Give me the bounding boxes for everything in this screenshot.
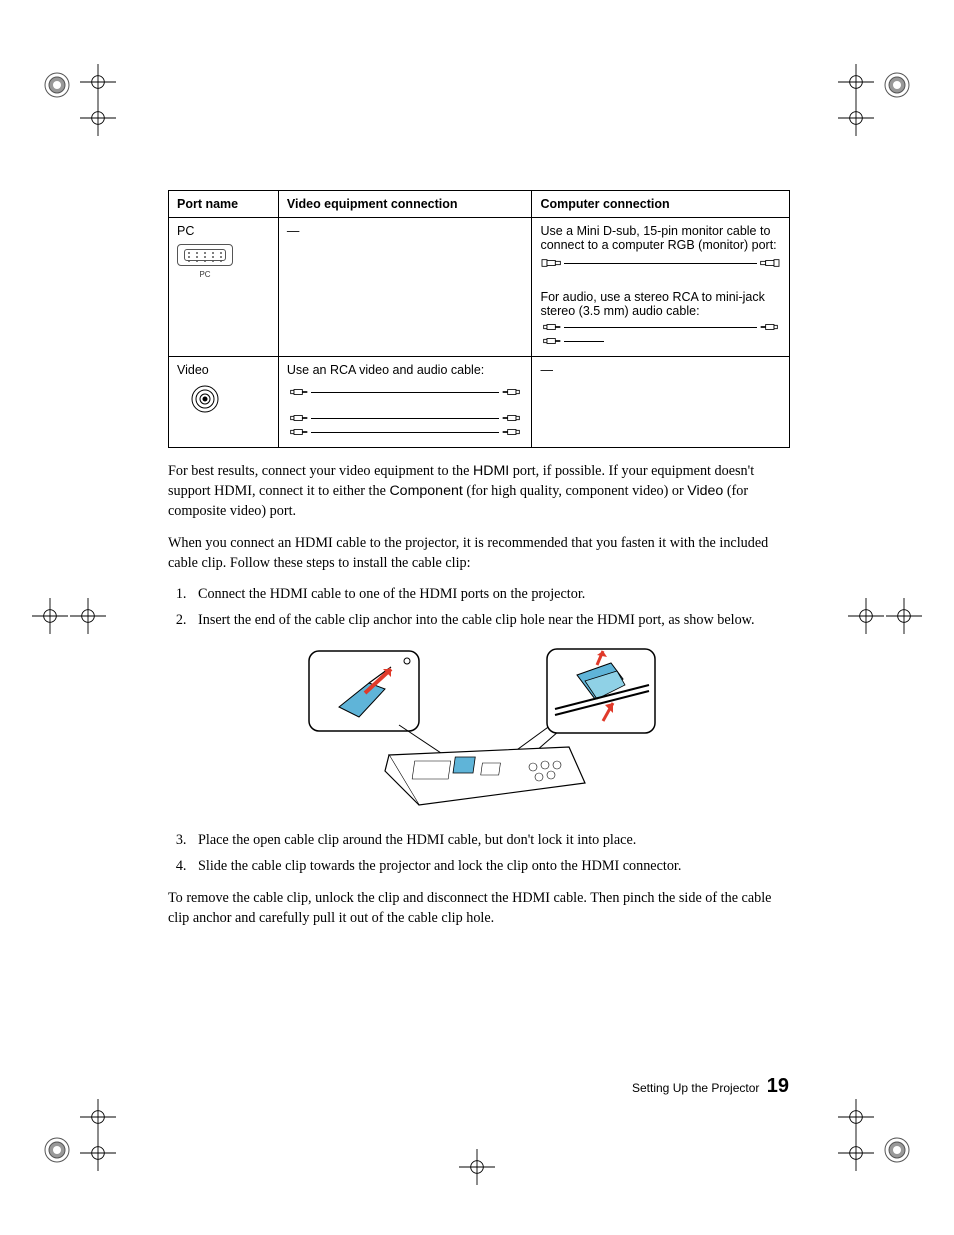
crop-cross-icon — [838, 1135, 874, 1171]
rca-cable-icon — [287, 387, 524, 397]
th-computer: Computer connection — [532, 191, 790, 218]
rca-jack-icon — [191, 385, 219, 413]
th-port: Port name — [169, 191, 279, 218]
vga-cable-icon — [540, 258, 781, 268]
cell-video-pc: — — [278, 218, 532, 357]
steps-list-2: Place the open cable clip around the HDM… — [168, 831, 790, 877]
cell-video-rca: Use an RCA video and audio cable: — [278, 357, 532, 448]
rca-cable-icon — [287, 413, 524, 423]
crop-cross-icon — [838, 1099, 874, 1135]
crop-cross-icon — [80, 100, 116, 136]
footer-section: Setting Up the Projector — [632, 1081, 759, 1095]
crop-cross-icon — [70, 598, 106, 634]
crop-cross-icon — [80, 64, 116, 100]
page-footer: Setting Up the Projector 19 — [632, 1075, 789, 1098]
port-label: PC — [177, 224, 194, 238]
cell-computer-pc: Use a Mini D-sub, 15-pin monitor cable t… — [532, 218, 790, 357]
crop-target-icon — [42, 1135, 72, 1165]
ports-table: Port name Video equipment connection Com… — [168, 190, 790, 448]
paragraph-3: To remove the cable clip, unlock the cli… — [168, 889, 790, 929]
cell-port-pc: PC — [169, 218, 279, 357]
step-4: Slide the cable clip towards the project… — [190, 857, 790, 877]
steps-list: Connect the HDMI cable to one of the HDM… — [168, 585, 790, 631]
crop-cross-icon — [886, 598, 922, 634]
crop-cross-icon — [459, 1149, 495, 1185]
crop-target-icon — [882, 70, 912, 100]
crop-cross-icon — [80, 1099, 116, 1135]
table-header-row: Port name Video equipment connection Com… — [169, 191, 790, 218]
paragraph-2: When you connect an HDMI cable to the pr… — [168, 534, 790, 574]
crop-target-icon — [882, 1135, 912, 1165]
cell-computer-video: — — [532, 357, 790, 448]
paragraph-1: For best results, connect your video equ… — [168, 462, 790, 522]
rca-cable-icon — [287, 427, 524, 437]
step-3: Place the open cable clip around the HDM… — [190, 831, 790, 851]
computer-text-1: Use a Mini D-sub, 15-pin monitor cable t… — [540, 224, 781, 252]
cell-port-video: Video — [169, 357, 279, 448]
table-row: PC — Use a Mini D-sub, 15-pin monitor ca… — [169, 218, 790, 357]
crop-cross-icon — [838, 64, 874, 100]
step-1: Connect the HDMI cable to one of the HDM… — [190, 585, 790, 605]
video-rca-text: Use an RCA video and audio cable: — [287, 363, 524, 377]
page-content: Port name Video equipment connection Com… — [168, 190, 790, 941]
port-label: Video — [177, 363, 209, 377]
th-video: Video equipment connection — [278, 191, 532, 218]
crop-target-icon — [42, 70, 72, 100]
crop-cross-icon — [32, 598, 68, 634]
body-text: For best results, connect your video equ… — [168, 462, 790, 929]
audio-cable-icon — [540, 336, 781, 346]
cable-clip-diagram — [299, 645, 659, 815]
crop-cross-icon — [838, 100, 874, 136]
table-row: Video Use an RCA video and audio cable: — [169, 357, 790, 448]
computer-text-2: For audio, use a stereo RCA to mini-jack… — [540, 290, 781, 318]
crop-cross-icon — [80, 1135, 116, 1171]
audio-cable-icon — [540, 322, 781, 332]
step-2: Insert the end of the cable clip anchor … — [190, 611, 790, 631]
vga-port-icon — [177, 244, 270, 266]
page-number: 19 — [767, 1075, 789, 1097]
crop-cross-icon — [848, 598, 884, 634]
